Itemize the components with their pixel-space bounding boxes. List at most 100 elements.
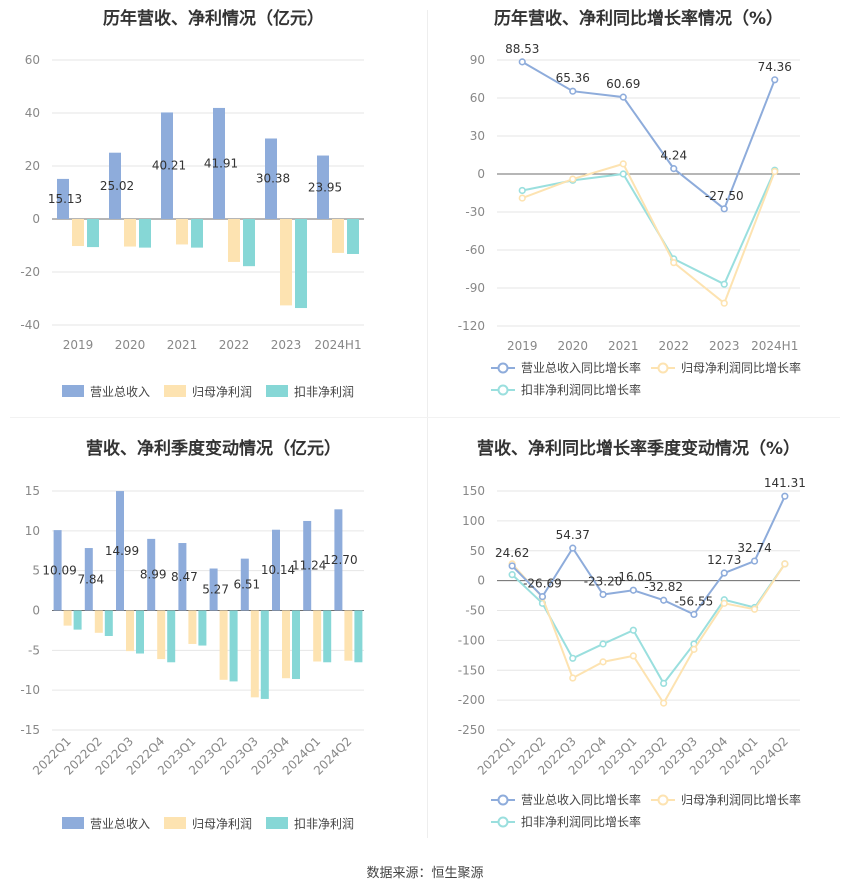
bar-parent-net-profit bbox=[176, 219, 188, 245]
data-label: 5.27 bbox=[202, 583, 229, 597]
bar-revenue bbox=[57, 178, 69, 219]
y-tick-label: 20 bbox=[25, 159, 40, 173]
y-tick-label: -100 bbox=[458, 633, 485, 647]
data-point bbox=[619, 160, 627, 168]
series-line bbox=[521, 60, 776, 211]
y-tick-label: 0 bbox=[477, 574, 485, 588]
legend-swatch bbox=[164, 385, 186, 397]
x-tick-label: 2019 bbox=[507, 339, 538, 353]
data-label: -26.69 bbox=[523, 577, 562, 591]
data-point bbox=[629, 626, 637, 634]
x-tick-label: 2024H1 bbox=[314, 338, 361, 352]
y-tick-label: 60 bbox=[470, 91, 485, 105]
data-point bbox=[508, 562, 516, 570]
x-tick-label: 2021 bbox=[608, 339, 639, 353]
data-label: -16.05 bbox=[614, 570, 653, 584]
data-label: -56.55 bbox=[675, 594, 714, 608]
series-line bbox=[521, 162, 776, 305]
bar-revenue bbox=[334, 509, 343, 611]
bar-deducted-net-profit bbox=[198, 610, 207, 646]
data-point bbox=[569, 544, 577, 552]
y-tick-label: 60 bbox=[25, 53, 40, 67]
data-point bbox=[720, 299, 728, 307]
y-tick-label: -200 bbox=[458, 693, 485, 707]
legend-label: 营业总收入 bbox=[90, 385, 150, 399]
y-tick-label: 150 bbox=[462, 484, 485, 498]
series-line bbox=[522, 169, 776, 286]
data-point bbox=[569, 87, 577, 95]
bar-revenue bbox=[213, 107, 225, 219]
bar-deducted-net-profit bbox=[87, 219, 99, 248]
legend-marker bbox=[497, 384, 509, 396]
bar-revenue bbox=[272, 529, 280, 611]
data-point bbox=[781, 560, 789, 568]
data-label: 40.21 bbox=[152, 159, 186, 173]
x-tick-label: 2024H1 bbox=[751, 339, 798, 353]
bar-deducted-net-profit bbox=[191, 219, 203, 248]
x-tick-label: 2022 bbox=[658, 339, 689, 353]
legend-swatch bbox=[266, 817, 288, 829]
data-point bbox=[619, 170, 627, 178]
data-label: 54.37 bbox=[556, 528, 590, 542]
bar-revenue bbox=[240, 558, 249, 611]
data-point bbox=[508, 571, 516, 579]
data-label: 12.73 bbox=[707, 553, 741, 567]
legend-label: 归母净利润 bbox=[192, 385, 252, 399]
bar-deducted-net-profit bbox=[229, 610, 238, 682]
y-tick-label: -250 bbox=[458, 723, 485, 737]
data-point bbox=[690, 645, 698, 653]
data-label: 10.09 bbox=[42, 563, 76, 577]
data-label: 8.99 bbox=[140, 568, 167, 582]
legend-label: 归母净利润同比增长率 bbox=[681, 792, 801, 807]
data-point bbox=[690, 610, 698, 619]
legend-marker bbox=[497, 362, 509, 374]
data-point bbox=[771, 76, 779, 84]
quarterly-growth-line-chart-svg: -250 -200 -150 -100 -50 0 50 100 150 24.62 -26.69 5… bbox=[458, 476, 806, 829]
data-label: -23.20 bbox=[584, 574, 623, 588]
data-label: 4.24 bbox=[660, 149, 687, 163]
data-point bbox=[569, 175, 577, 183]
data-point bbox=[771, 167, 779, 176]
bar-deducted-net-profit bbox=[167, 610, 176, 663]
bar-revenue bbox=[147, 538, 156, 611]
y-tick-label: -10 bbox=[20, 683, 40, 697]
y-tick-label: 90 bbox=[470, 53, 485, 67]
y-tick-label: 0 bbox=[477, 167, 485, 181]
quarterly-growth-line-chart: 营收、净利同比增长率季度变动情况（%） -250 -200 -150 -100 -50 0… bbox=[427, 420, 850, 850]
series-line bbox=[511, 563, 786, 706]
bar-deducted-net-profit bbox=[139, 219, 151, 248]
chart-title: 营收、净利同比增长率季度变动情况（%） bbox=[476, 439, 801, 459]
legend-label: 扣非净利润 bbox=[294, 385, 354, 399]
data-point bbox=[670, 165, 678, 173]
data-point bbox=[518, 58, 526, 66]
bar-parent-net-profit bbox=[344, 610, 353, 661]
series-line bbox=[511, 563, 786, 686]
data-source: 数据来源：恒生聚源 bbox=[366, 866, 484, 881]
bar-deducted-net-profit bbox=[243, 219, 255, 267]
y-tick-label: -20 bbox=[20, 265, 40, 279]
x-tick-label: 2019 bbox=[63, 338, 94, 352]
data-label: 25.02 bbox=[100, 179, 134, 193]
data-label: -32.82 bbox=[644, 580, 683, 594]
data-label: 74.36 bbox=[758, 60, 792, 74]
data-point bbox=[660, 596, 668, 604]
bar-deducted-net-profit bbox=[136, 610, 144, 654]
annual-bar-chart: 历年营收、净利情况（亿元） -40 -20 0 20 40 60 15.13 25.02 40.… bbox=[0, 0, 427, 415]
data-point bbox=[720, 205, 728, 213]
x-tick-label: 2023 bbox=[271, 338, 302, 352]
y-tick-label: -30 bbox=[465, 205, 485, 219]
data-label: 10.14 bbox=[261, 563, 295, 577]
bar-deducted-net-profit bbox=[295, 219, 307, 309]
data-point bbox=[599, 658, 607, 666]
data-point bbox=[750, 557, 759, 565]
y-tick-label: -150 bbox=[458, 663, 485, 677]
legend-label: 归母净利润同比增长率 bbox=[681, 360, 801, 375]
bar-parent-net-profit bbox=[219, 610, 228, 680]
bar-deducted-net-profit bbox=[354, 610, 363, 663]
data-point bbox=[538, 592, 547, 601]
data-point bbox=[781, 492, 789, 500]
data-label: 23.95 bbox=[308, 180, 342, 194]
x-tick-label: 2020 bbox=[557, 339, 588, 353]
bar-deducted-net-profit bbox=[104, 610, 113, 636]
